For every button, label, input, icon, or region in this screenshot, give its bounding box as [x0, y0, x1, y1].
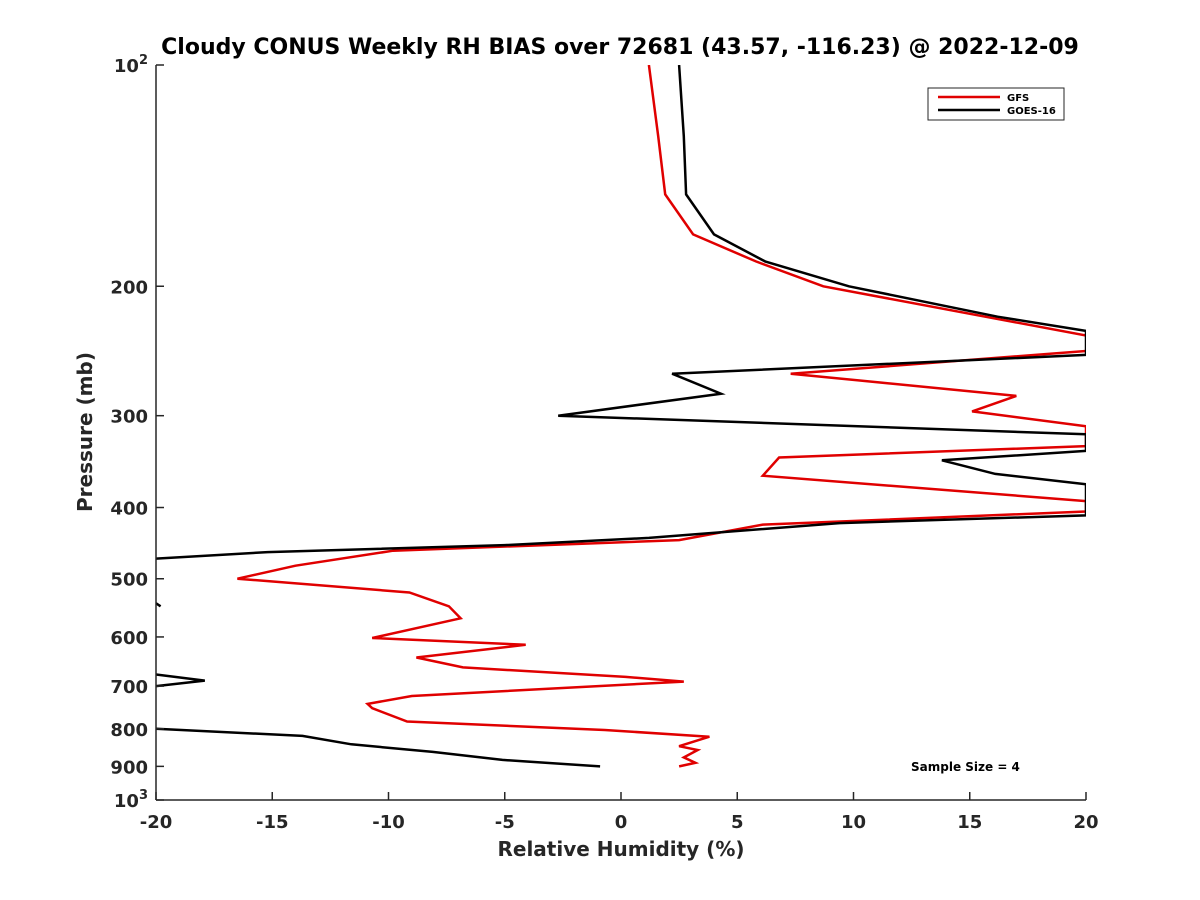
x-tick-label: 20 [1073, 812, 1098, 833]
x-tick-label: 0 [615, 812, 628, 833]
x-tick-label: 15 [957, 812, 982, 833]
y-axis-label: Pressure (mb) [73, 352, 97, 512]
x-tick-label: 5 [731, 812, 744, 833]
x-axis-label: Relative Humidity (%) [497, 837, 744, 861]
plot-background [156, 65, 1086, 800]
x-tick-label: -15 [256, 812, 289, 833]
chart-title: Cloudy CONUS Weekly RH BIAS over 72681 (… [161, 35, 1079, 60]
y-tick-label: 200 [110, 277, 148, 298]
legend-box [927, 87, 1065, 121]
y-tick-label: 700 [110, 677, 148, 698]
y-tick-label: 102 [114, 53, 148, 77]
x-axis-ticks: -20 -15 -10 -5 0 5 10 15 20 [140, 792, 1099, 833]
plot-area: -20 -15 -10 -5 0 5 10 15 20 102 200 300 400 500 600 70… [110, 53, 1098, 833]
y-tick-label: 300 [110, 407, 148, 428]
series-line-gfs [237, 65, 1086, 768]
y-tick-label: 900 [110, 757, 148, 778]
x-tick-label: -10 [372, 812, 405, 833]
y-tick-label: 103 [114, 788, 148, 812]
series-line-goes-16 [156, 65, 1086, 768]
x-tick-label: -20 [140, 812, 173, 833]
y-tick-label: 800 [110, 720, 148, 741]
sample-size-annotation: Sample Size = 4 [911, 760, 1020, 774]
y-tick-label: 400 [110, 499, 148, 520]
legend-gfs-label: GFS [1007, 93, 1029, 104]
legend-goes16-label: GOES-16 [1007, 106, 1056, 117]
y-axis-ticks: 102 200 300 400 500 600 700 800 900 103 [110, 53, 164, 812]
y-tick-label: 600 [110, 628, 148, 649]
series-layer [156, 65, 1086, 768]
x-tick-label: 10 [841, 812, 866, 833]
y-tick-label: 500 [110, 570, 148, 591]
legend: GFS GOES-16 [927, 87, 1065, 121]
x-tick-label: -5 [495, 812, 515, 833]
